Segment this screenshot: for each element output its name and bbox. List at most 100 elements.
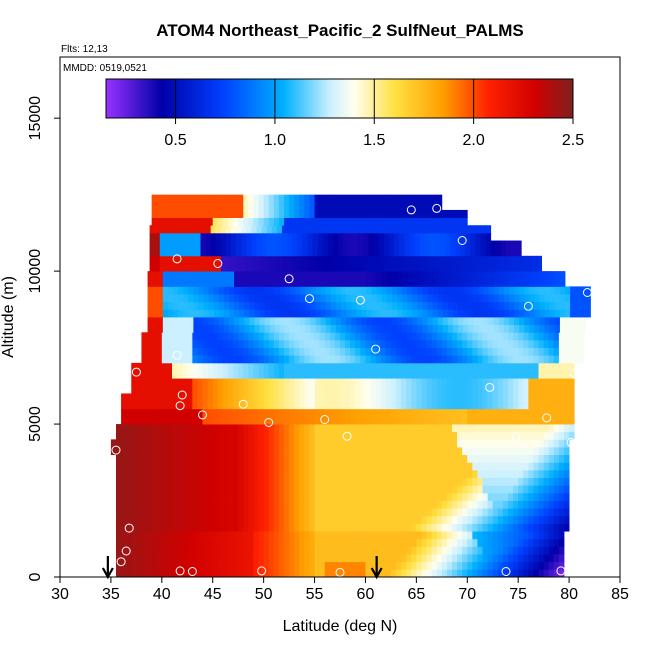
heat-cell <box>166 477 173 486</box>
heat-cell <box>533 347 539 356</box>
heat-cell <box>295 294 301 303</box>
heat-cell <box>424 263 430 272</box>
heat-cell <box>294 416 300 425</box>
heat-cell <box>166 202 173 211</box>
heat-cell <box>197 217 203 226</box>
heat-cell <box>493 271 500 280</box>
heat-cell <box>195 240 201 249</box>
heat-cell <box>385 408 392 417</box>
heat-cell <box>436 523 443 532</box>
heat-cell <box>396 462 402 471</box>
heat-cell <box>356 301 362 310</box>
x-tick-label: 50 <box>255 586 273 603</box>
heat-cell <box>200 225 206 234</box>
heat-cell <box>319 485 326 494</box>
heat-cell <box>320 278 327 287</box>
heat-cell <box>497 554 504 563</box>
heat-cell <box>579 355 585 364</box>
heat-cell <box>192 202 198 211</box>
heat-cell <box>244 309 250 318</box>
heat-cell <box>553 523 560 532</box>
y-tick-label: 5000 <box>27 406 44 442</box>
heat-cell <box>243 347 249 356</box>
heat-cell <box>390 546 397 555</box>
heat-cell <box>243 454 249 463</box>
heat-cell <box>513 393 519 402</box>
heat-cell <box>360 347 366 356</box>
heat-cell <box>492 561 499 570</box>
heat-cell <box>446 424 453 433</box>
heat-cell <box>314 370 321 379</box>
heat-cell <box>304 416 310 425</box>
heat-cell <box>585 301 591 310</box>
heat-cell <box>375 393 382 402</box>
heat-cell <box>249 294 255 303</box>
heat-cell <box>131 485 137 494</box>
heat-cell <box>426 515 433 524</box>
heat-cell <box>360 439 366 448</box>
heat-cell <box>419 240 425 249</box>
heat-cell <box>446 439 453 448</box>
heat-cell <box>222 408 229 417</box>
heat-cell <box>162 324 169 333</box>
heat-cell <box>319 424 326 433</box>
heat-cell <box>217 569 224 578</box>
heat-cell <box>360 378 366 387</box>
heat-cell <box>263 408 270 417</box>
heat-cell <box>391 278 398 287</box>
heat-cell <box>465 263 471 272</box>
heat-cell <box>334 462 341 471</box>
heat-cell <box>441 347 448 356</box>
heat-cell <box>278 385 285 394</box>
heat-cell <box>447 324 454 333</box>
heat-cell <box>411 569 417 578</box>
heat-cell <box>234 301 240 310</box>
heat-cell <box>289 339 295 348</box>
heat-cell <box>495 248 502 257</box>
heat-cell <box>243 370 249 379</box>
heat-cell <box>337 232 344 241</box>
heat-cell <box>523 347 529 356</box>
heat-cell <box>508 561 514 570</box>
heat-cell <box>229 294 235 303</box>
heat-cell <box>363 255 369 264</box>
heat-cell <box>401 385 407 394</box>
heat-cell <box>329 431 336 440</box>
heat-cell <box>452 217 458 226</box>
heat-cell <box>126 523 132 532</box>
heat-cell <box>233 538 239 547</box>
heat-cell <box>553 515 560 524</box>
heat-cell <box>341 324 347 333</box>
heat-cell <box>419 225 425 234</box>
heat-cell <box>289 401 295 410</box>
heat-cell <box>192 454 198 463</box>
heat-cell <box>350 209 356 218</box>
heat-cell <box>284 508 290 517</box>
heat-cell <box>340 508 346 517</box>
heat-cell <box>388 248 395 257</box>
heat-cell <box>116 447 122 456</box>
heat-cell <box>360 362 366 371</box>
heat-cell <box>243 385 249 394</box>
heat-cell <box>317 240 324 249</box>
heat-cell <box>177 408 183 417</box>
heat-cell <box>281 263 288 272</box>
heat-cell <box>329 462 336 471</box>
heat-cell <box>390 370 397 379</box>
heat-cell <box>480 255 486 264</box>
heat-cell <box>538 347 545 356</box>
heat-cell <box>375 202 382 211</box>
heat-cell <box>225 225 232 234</box>
heat-cell <box>340 401 346 410</box>
heat-cell <box>472 424 478 433</box>
heat-cell <box>492 523 499 532</box>
heat-cell <box>482 439 489 448</box>
heat-cell <box>151 217 158 226</box>
heat-cell <box>292 232 298 241</box>
heat-cell <box>452 485 458 494</box>
heat-cell <box>365 477 371 486</box>
heat-cell <box>462 447 468 456</box>
heat-cell <box>441 217 448 226</box>
heat-cell <box>332 248 339 257</box>
heat-cell <box>141 523 147 532</box>
